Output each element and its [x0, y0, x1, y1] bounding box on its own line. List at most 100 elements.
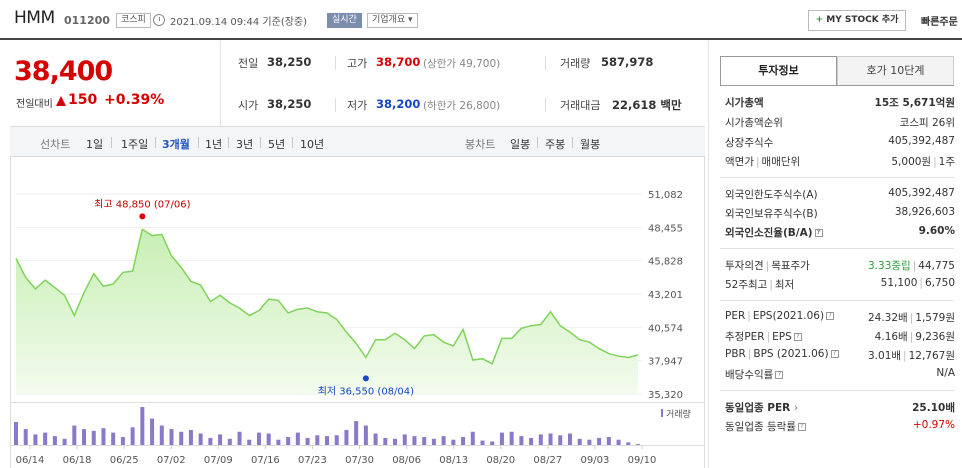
info-row-par: 액면가 | 매매단위 5,000원 | 1주 — [725, 156, 955, 168]
x-tick-label: 09/03 — [581, 455, 610, 466]
candle-weekly[interactable]: 주봉 — [545, 138, 566, 151]
volume-bar — [373, 433, 378, 445]
help-icon[interactable]: ? — [797, 423, 806, 431]
target-value: 44,775 — [918, 260, 955, 272]
period-3y[interactable]: 3년 — [236, 138, 254, 151]
volume-bar — [577, 438, 582, 445]
market-cap-rank-label: 시가총액순위 — [725, 117, 783, 129]
quick-order-link[interactable]: 빠른주문 — [921, 17, 958, 28]
help-icon[interactable]: ? — [814, 229, 823, 237]
y-tick-label: 51,082 — [648, 190, 683, 201]
period-1d[interactable]: 1일 — [86, 138, 104, 151]
x-tick-label: 06/18 — [63, 455, 92, 466]
volume-bar — [33, 434, 38, 445]
volume-bar — [490, 441, 495, 445]
divider — [720, 390, 954, 391]
volume-bar — [499, 432, 504, 445]
divider — [720, 248, 954, 249]
add-my-stock-button[interactable]: + MY STOCK 추가 — [808, 10, 906, 31]
divider — [335, 98, 336, 112]
x-tick-label: 07/23 — [298, 455, 327, 466]
volume-bar — [43, 432, 48, 445]
period-1w[interactable]: 1주일 — [121, 138, 149, 151]
volume-bar — [237, 431, 242, 445]
volume-bar — [169, 429, 174, 445]
help-icon[interactable]: ? — [793, 333, 802, 341]
volume-bar — [529, 437, 534, 445]
volume-bar — [72, 425, 77, 445]
period-5y[interactable]: 5년 — [268, 138, 286, 151]
volume-bar — [363, 425, 368, 445]
est-per-label: 추정PER — [725, 331, 765, 343]
volume-bar — [188, 429, 193, 445]
candle-monthly[interactable]: 월봉 — [580, 138, 601, 151]
industry-per-label[interactable]: 동일업종 PER — [725, 402, 791, 414]
low-value: 38,200 — [376, 97, 421, 111]
foreign-hold-value: 38,926,603 — [894, 206, 955, 218]
x-tick-label: 06/14 — [16, 455, 45, 466]
volume-bar — [422, 437, 427, 445]
divider — [260, 137, 261, 148]
volume-bar — [470, 431, 475, 445]
per-value: 24.32배 — [867, 312, 908, 324]
x-tick-label: 07/09 — [204, 455, 233, 466]
period-1y[interactable]: 1년 — [205, 138, 223, 151]
volume-bar — [548, 433, 553, 445]
divider — [720, 177, 954, 178]
volume-bar — [198, 433, 203, 445]
volume-value: 587,978 — [601, 55, 654, 69]
info-row-rank: 시가총액순위 코스피 26위 — [725, 115, 955, 130]
est-eps-value: 9,236원 — [915, 331, 955, 343]
w52-high-label: 52주최고 — [725, 279, 768, 291]
volume-bar — [325, 436, 329, 445]
volume-bar — [140, 407, 145, 445]
realtime-button[interactable]: 실시간 — [327, 13, 362, 28]
chart-period-bar: 선차트 1일 1주일 3개월 1년 3년 5년 10년 봉차트 일봉 주봉 월봉 — [10, 126, 705, 157]
target-label: 목표주가 — [771, 260, 810, 272]
period-10y[interactable]: 10년 — [300, 138, 325, 151]
candle-daily[interactable]: 일봉 — [510, 138, 531, 151]
price-chart[interactable]: 51,082 48,455 45,828 43,201 40,574 37,947 35,3… — [10, 157, 705, 402]
min-marker — [362, 375, 369, 382]
info-row-market-cap: 시가총액 15조 5,671억원 — [725, 95, 955, 110]
y-tick-label: 37,947 — [648, 357, 683, 368]
pbr-value: 3.01배 — [868, 350, 902, 362]
volume-bar — [393, 438, 398, 445]
volume-bar — [159, 425, 164, 445]
x-tick-label: 08/27 — [533, 455, 562, 466]
volume-bar — [295, 432, 300, 445]
par-label: 액면가 — [725, 156, 754, 168]
help-icon[interactable]: ? — [826, 312, 835, 320]
stock-name: HMM — [14, 8, 55, 28]
high-label: 고가 — [347, 57, 368, 70]
x-tick-label: 08/06 — [392, 455, 421, 466]
price-area — [16, 229, 638, 394]
low-label: 저가 — [347, 99, 368, 112]
add-my-stock-label: MY STOCK 추가 — [823, 15, 899, 25]
industry-rate-value: +0.97% — [912, 419, 955, 431]
tab-investment-info[interactable]: 투자정보 — [720, 56, 837, 86]
company-overview-dropdown[interactable]: 기업개요 ▾ — [367, 13, 418, 28]
volume-bar — [111, 432, 116, 445]
amount-value: 22,618 백만 — [612, 98, 682, 112]
x-tick-label: 07/02 — [157, 455, 186, 466]
volume-bar — [606, 437, 611, 445]
y-tick-label: 40,574 — [648, 323, 683, 334]
opinion-label: 투자의견 — [725, 260, 764, 272]
x-tick-label: 08/13 — [439, 455, 468, 466]
plus-icon: + — [815, 15, 824, 25]
divider — [111, 137, 112, 148]
help-icon[interactable]: ? — [775, 371, 784, 379]
volume-chart[interactable]: 거래량 06/14 06/18 06/25 07/02 07/09 07/16 07/23 07… — [10, 402, 705, 468]
volume-legend-label: 거래량 — [666, 408, 691, 420]
volume-bar — [461, 437, 466, 445]
volume-bar — [101, 428, 106, 445]
candle-chart-label: 봉차트 — [465, 138, 496, 151]
info-row-listed: 상장주식수 405,392,487 — [725, 135, 955, 150]
volume-bar — [567, 433, 572, 445]
tab-quote-10[interactable]: 호가 10단계 — [837, 56, 954, 86]
volume-bar — [626, 442, 631, 445]
volume-bar — [402, 434, 407, 445]
help-icon[interactable]: ? — [830, 350, 839, 358]
period-3m[interactable]: 3개월 — [162, 138, 190, 151]
